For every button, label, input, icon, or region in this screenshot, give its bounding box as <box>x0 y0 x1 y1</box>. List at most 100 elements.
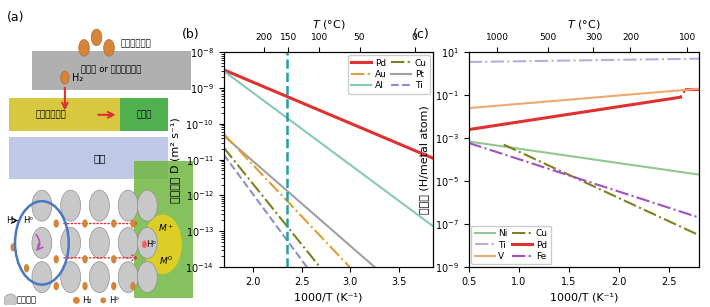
Text: (a): (a) <box>6 11 24 24</box>
Legend: Ni, Ti, V, Cu, Pd, Fe: Ni, Ti, V, Cu, Pd, Fe <box>471 226 552 264</box>
Al <box>288 120 296 123</box>
Line: Pt: Pt <box>224 136 433 307</box>
Ti <box>288 245 296 249</box>
Circle shape <box>32 227 52 258</box>
Circle shape <box>89 190 109 221</box>
Ti <box>219 153 228 156</box>
Text: 保護層 or ゲート絶縁体: 保護層 or ゲート絶縁体 <box>81 66 141 75</box>
Ti <box>244 187 253 190</box>
Line: Au: Au <box>224 134 433 307</box>
Text: 基板: 基板 <box>93 153 106 163</box>
X-axis label: 1000/T (K⁻¹): 1000/T (K⁻¹) <box>294 292 363 302</box>
Pd <box>219 68 228 72</box>
Cu <box>244 177 253 181</box>
X-axis label: $T$ (°C): $T$ (°C) <box>567 18 601 31</box>
Line: Ti: Ti <box>224 154 433 307</box>
Text: $M^+$: $M^+$ <box>158 222 175 234</box>
Circle shape <box>91 29 102 46</box>
Point <box>71 298 82 303</box>
Circle shape <box>111 255 116 263</box>
Pd <box>302 103 311 107</box>
Circle shape <box>32 190 52 221</box>
Circle shape <box>11 243 16 251</box>
Circle shape <box>60 262 81 293</box>
Text: H⁰: H⁰ <box>146 240 156 249</box>
FancyBboxPatch shape <box>33 51 192 90</box>
FancyBboxPatch shape <box>9 137 168 179</box>
Text: 電極金属: 電極金属 <box>17 296 37 305</box>
Text: 酸化物: 酸化物 <box>137 110 152 119</box>
Al <box>371 181 379 185</box>
Circle shape <box>60 227 81 258</box>
Text: 水素雰囲気気: 水素雰囲気気 <box>121 39 151 48</box>
FancyBboxPatch shape <box>134 161 193 298</box>
Circle shape <box>142 240 147 248</box>
Circle shape <box>89 227 109 258</box>
Al <box>429 224 437 228</box>
Pt <box>244 156 253 159</box>
Text: H⁰: H⁰ <box>23 216 33 225</box>
Circle shape <box>118 190 138 221</box>
Circle shape <box>104 40 114 56</box>
Circle shape <box>53 220 59 228</box>
Pd <box>429 157 437 160</box>
Text: H₂: H₂ <box>6 216 16 225</box>
Circle shape <box>60 71 69 84</box>
Pd <box>351 124 360 127</box>
Text: (b): (b) <box>182 29 200 41</box>
Circle shape <box>143 215 182 274</box>
Circle shape <box>32 262 52 293</box>
Line: Pd: Pd <box>224 70 433 158</box>
Pd <box>371 132 379 135</box>
Al <box>244 88 253 91</box>
Text: (c): (c) <box>413 29 430 41</box>
Al <box>219 69 228 73</box>
Circle shape <box>137 227 158 258</box>
Circle shape <box>130 220 136 228</box>
Circle shape <box>89 262 109 293</box>
Point <box>4 298 16 303</box>
Circle shape <box>24 264 29 272</box>
Circle shape <box>118 262 138 293</box>
Point <box>97 298 109 303</box>
Text: $M^0$: $M^0$ <box>160 255 173 267</box>
X-axis label: $T$ (°C): $T$ (°C) <box>312 18 345 31</box>
Au <box>371 292 379 295</box>
Cu <box>288 230 296 234</box>
X-axis label: 1000/T (K⁻¹): 1000/T (K⁻¹) <box>550 292 618 302</box>
Pt <box>351 248 360 252</box>
Line: Cu: Cu <box>224 147 433 307</box>
Pt <box>371 265 379 269</box>
Text: H₂: H₂ <box>72 73 83 83</box>
Text: H⁰: H⁰ <box>109 296 119 305</box>
Pt <box>219 134 228 138</box>
Al <box>371 182 380 186</box>
Circle shape <box>137 190 158 221</box>
Line: Al: Al <box>224 71 433 226</box>
Text: 水素輸送電極: 水素輸送電極 <box>36 110 67 119</box>
Circle shape <box>53 282 59 290</box>
Circle shape <box>82 220 88 228</box>
Pd <box>371 132 380 136</box>
Text: H₂: H₂ <box>82 296 92 305</box>
Ti <box>302 265 311 269</box>
Al <box>302 130 311 134</box>
Circle shape <box>111 282 116 290</box>
Legend: Pd, Au, Al, Cu, Pt, Ti: Pd, Au, Al, Cu, Pt, Ti <box>348 55 430 94</box>
Au <box>288 204 296 208</box>
Circle shape <box>130 282 136 290</box>
Circle shape <box>79 40 89 56</box>
FancyBboxPatch shape <box>9 99 121 131</box>
Al <box>351 167 360 170</box>
Circle shape <box>82 255 88 263</box>
Circle shape <box>118 227 138 258</box>
Y-axis label: 溶解度 (H/metal atom): 溶解度 (H/metal atom) <box>420 105 430 214</box>
Pd <box>288 97 296 100</box>
FancyBboxPatch shape <box>121 99 168 131</box>
Cu <box>219 146 228 149</box>
Au <box>244 159 253 162</box>
Circle shape <box>53 255 59 263</box>
Pt <box>371 266 380 270</box>
Pd <box>244 79 253 82</box>
Pt <box>288 193 296 197</box>
